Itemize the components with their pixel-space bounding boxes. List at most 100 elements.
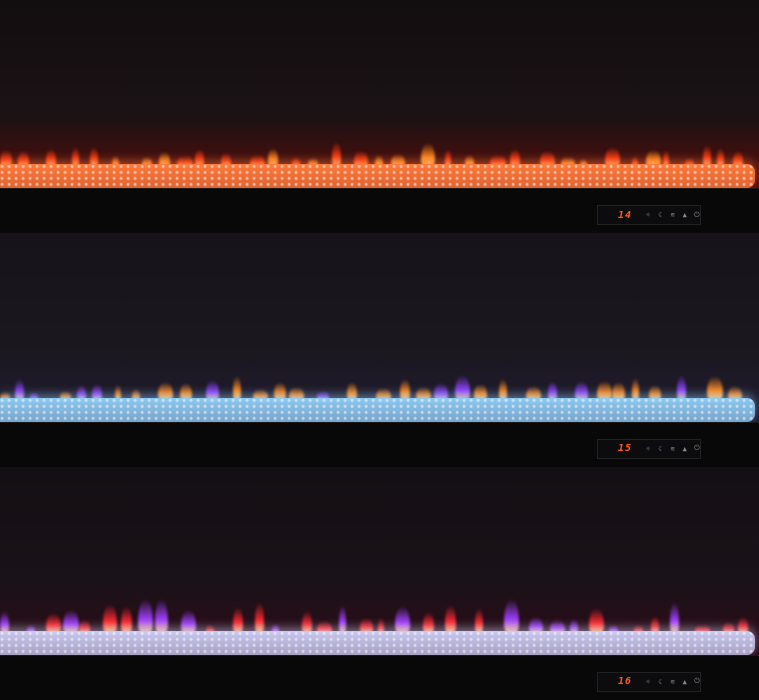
flame — [574, 381, 588, 401]
flame-icon[interactable]: ▲ — [682, 444, 687, 453]
control-panel: 14 ☼ ☾ ≋ ▲ ⏻ — [597, 205, 701, 226]
flame — [158, 382, 173, 401]
flame — [528, 616, 544, 634]
flame — [728, 385, 743, 401]
flame — [723, 621, 734, 634]
flame — [738, 617, 748, 634]
flame — [539, 151, 555, 168]
flame-icon[interactable]: ▲ — [682, 211, 687, 220]
flame — [588, 607, 604, 634]
flame — [561, 157, 576, 168]
flame — [612, 381, 626, 401]
timer-icon[interactable]: ☾ — [658, 677, 663, 686]
light-icon[interactable]: ☼ — [646, 677, 651, 686]
flame — [634, 624, 644, 634]
flame — [648, 384, 661, 401]
flame — [499, 378, 507, 401]
control-panel: 15 ☼ ☾ ≋ ▲ ⏻ — [597, 438, 701, 459]
flame — [717, 148, 725, 168]
flame — [569, 619, 578, 634]
flame — [205, 380, 220, 401]
light-icon[interactable]: ☼ — [646, 211, 651, 220]
flame — [423, 611, 435, 634]
flame — [316, 391, 329, 401]
power-icon[interactable]: ⏻ — [694, 210, 700, 219]
flame — [346, 381, 357, 401]
flame — [733, 150, 744, 168]
flame — [79, 620, 90, 634]
flame — [526, 385, 541, 401]
flame — [115, 385, 122, 401]
flame — [510, 148, 521, 168]
flame — [181, 610, 196, 634]
flame — [707, 376, 724, 401]
crystal-bed — [0, 630, 755, 655]
flame — [91, 383, 102, 401]
flame — [232, 607, 243, 634]
timer-icon[interactable]: ☾ — [658, 444, 663, 453]
flame — [677, 375, 687, 401]
flame — [17, 151, 29, 168]
timer-icon[interactable]: ☾ — [658, 211, 663, 220]
flame — [155, 598, 169, 634]
flame — [353, 151, 369, 168]
flame — [604, 147, 620, 168]
heat-icon[interactable]: ≋ — [670, 444, 675, 453]
base-trim: 15 ☼ ☾ ≋ ▲ ⏻ — [0, 421, 759, 467]
flame — [76, 384, 86, 401]
base-trim: 16 ☼ ☾ ≋ ▲ ⏻ — [0, 654, 759, 700]
crystal-bed — [0, 397, 755, 422]
flame — [112, 156, 119, 168]
flame — [221, 152, 231, 168]
flame — [474, 607, 484, 634]
flame — [292, 156, 301, 168]
flame — [415, 386, 431, 401]
flame — [254, 602, 265, 634]
flame-icon[interactable]: ▲ — [682, 677, 687, 686]
fireplace-panel-1: 14 ☼ ☾ ≋ ▲ ⏻ — [0, 0, 759, 234]
heat-icon[interactable]: ≋ — [670, 677, 675, 686]
flame — [339, 604, 346, 634]
flame — [301, 610, 313, 634]
flame — [90, 147, 98, 168]
flame — [504, 599, 519, 634]
flame — [695, 625, 710, 634]
flame — [30, 392, 38, 401]
flame — [650, 615, 659, 634]
flame — [45, 148, 57, 168]
flame — [420, 142, 436, 168]
flame — [288, 387, 305, 401]
heat-icon[interactable]: ≋ — [670, 211, 675, 220]
flame — [274, 381, 287, 401]
flame — [0, 611, 9, 634]
power-icon[interactable]: ⏻ — [694, 677, 700, 686]
temperature-display: 15 — [618, 443, 633, 455]
flame — [103, 603, 117, 634]
flame — [0, 150, 12, 168]
flame — [608, 624, 618, 634]
light-icon[interactable]: ☼ — [646, 444, 651, 453]
flame — [454, 374, 471, 401]
flame — [62, 609, 79, 634]
flame — [703, 145, 711, 168]
flame — [27, 624, 35, 634]
flame — [391, 154, 405, 168]
temperature-display: 16 — [618, 676, 633, 688]
flame — [120, 606, 133, 634]
flame — [596, 380, 612, 401]
flame — [394, 605, 410, 634]
flame — [474, 384, 487, 401]
flame — [272, 623, 279, 634]
fireplace-panel-3: 16 ☼ ☾ ≋ ▲ ⏻ — [0, 466, 759, 700]
flame — [180, 382, 192, 401]
flame — [249, 155, 265, 168]
flame — [374, 154, 384, 168]
flame — [632, 378, 639, 401]
power-icon[interactable]: ⏻ — [694, 444, 700, 453]
flame — [267, 148, 278, 168]
flame — [141, 157, 152, 168]
flame — [444, 149, 452, 168]
control-panel: 16 ☼ ☾ ≋ ▲ ⏻ — [597, 671, 701, 692]
flame — [579, 158, 588, 168]
